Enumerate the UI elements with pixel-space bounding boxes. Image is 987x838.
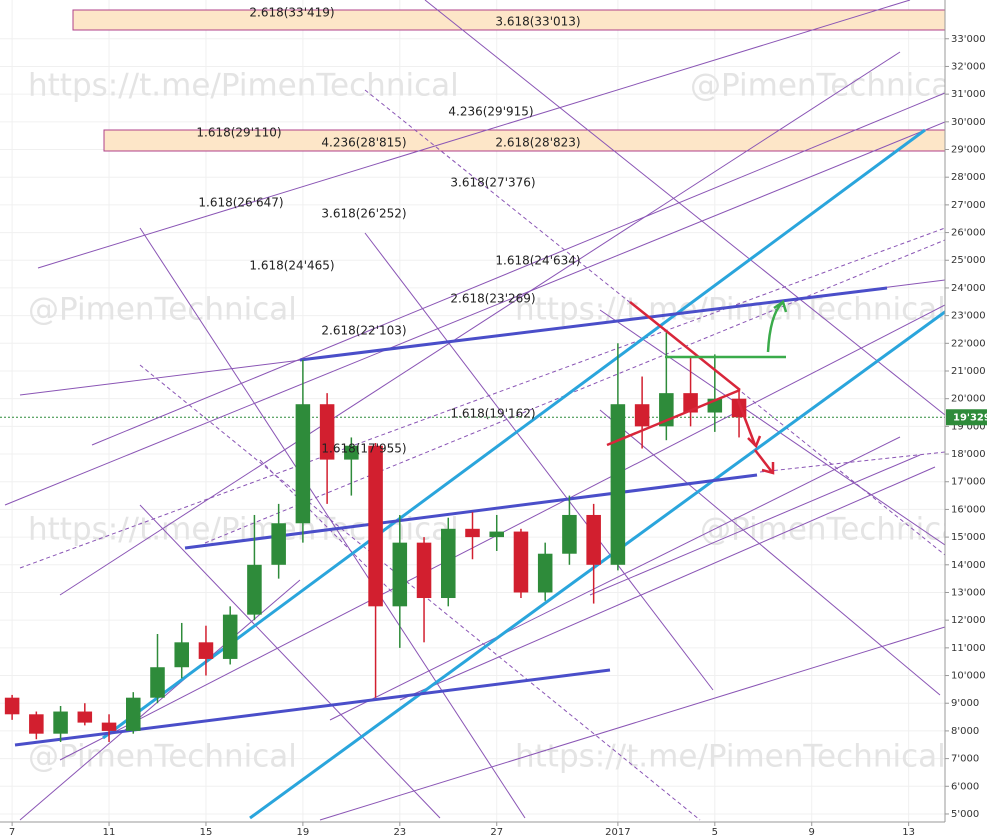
- x-tick-label: 27: [490, 827, 503, 838]
- y-tick-label: 30'000: [951, 117, 986, 128]
- y-tick-label: 29'000: [951, 145, 986, 156]
- time-axis: [0, 822, 987, 838]
- y-tick-label: 8'000: [951, 726, 979, 737]
- y-tick-label: 27'000: [951, 200, 986, 211]
- axes: 5'000 6'000 7'000 8'000 9'000 10'000 11'000 12'…: [9, 34, 987, 838]
- y-tick-label: 13'000: [951, 587, 986, 598]
- y-tick-label: 23'000: [951, 311, 986, 322]
- y-tick-label: 15'000: [951, 532, 986, 543]
- candle-body: [634, 404, 650, 427]
- candle-body: [392, 542, 408, 607]
- x-tick-label: 23: [393, 827, 406, 838]
- x-tick-label: 5: [712, 827, 718, 838]
- fib-label: 1.618(26'647): [198, 196, 283, 210]
- fib-label: 1.618(29'110): [196, 126, 281, 140]
- annotations: [606, 300, 788, 475]
- watermark: https://t.me/PimenTechnical: [515, 739, 946, 775]
- watermark: https://t.me/PimenTechnical: [28, 512, 459, 548]
- y-tick-label: 12'000: [951, 615, 986, 626]
- fib-label: 2.618(28'823): [495, 136, 580, 150]
- y-tick-label: 21'000: [951, 366, 986, 377]
- candle-body: [586, 514, 601, 565]
- candle-body: [489, 531, 504, 538]
- candles: [4, 332, 747, 742]
- candle-body: [53, 711, 68, 734]
- watermark: @PimenTechnical: [690, 68, 959, 104]
- candle-body: [368, 445, 383, 607]
- y-tick-label: 11'000: [951, 643, 986, 654]
- fib-zone: [103, 129, 945, 152]
- candle-body: [513, 531, 529, 593]
- candle-body: [4, 697, 20, 715]
- y-tick-label: 26'000: [951, 228, 986, 239]
- y-tick-label: 19'000: [951, 421, 986, 432]
- x-tick-label: 15: [200, 827, 213, 838]
- fib-label: 3.618(27'376): [450, 176, 535, 190]
- candle-body: [247, 564, 262, 615]
- x-tick-label: 11: [103, 827, 116, 838]
- fib-label: 1.618(24'634): [495, 254, 580, 268]
- y-tick-label: 9'000: [951, 698, 979, 709]
- fib-label: 2.618(23'269): [450, 292, 535, 306]
- y-tick-label: 22'000: [951, 338, 986, 349]
- last-price-box: [946, 409, 987, 426]
- candle-body: [416, 542, 432, 599]
- candle-body: [29, 714, 44, 734]
- candle-body: [344, 445, 359, 460]
- y-tick-label: 7'000: [951, 754, 979, 765]
- trend-lines: [4, 0, 945, 821]
- candle-body: [101, 722, 117, 731]
- y-tick-label: 31'000: [951, 89, 986, 100]
- watermark: https://t.me/PimenTechnical: [515, 292, 946, 328]
- candle-body: [174, 642, 189, 668]
- candle-body: [465, 528, 480, 538]
- fib-label: 4.236(29'915): [448, 105, 533, 119]
- last-price-label: 19'329: [953, 412, 987, 423]
- y-tick-label: 20'000: [951, 394, 986, 405]
- candle-body: [271, 523, 286, 565]
- y-tick-label: 16'000: [951, 504, 986, 515]
- x-tick-label: 7: [9, 827, 15, 838]
- candle-body: [441, 528, 456, 599]
- y-tick-label: 5'000: [951, 809, 979, 820]
- y-tick-label: 33'000: [951, 34, 986, 45]
- y-tick-label: 24'000: [951, 283, 986, 294]
- candle-body: [295, 404, 311, 524]
- fib-label: 1.618(17'955): [321, 442, 406, 456]
- candle-body: [222, 614, 238, 659]
- candle-body: [537, 553, 553, 593]
- y-tick-label: 17'000: [951, 477, 986, 488]
- y-tick-label: 28'000: [951, 172, 986, 183]
- y-tick-label: 6'000: [951, 781, 979, 792]
- drawings: https://t.me/PimenTechnical @PimenTechni…: [0, 0, 959, 822]
- candle-body: [126, 697, 141, 731]
- fib-label: 2.618(22'103): [321, 324, 406, 338]
- fib-label: 1.618(19'162): [450, 407, 535, 421]
- y-tick-label: 10'000: [951, 671, 986, 682]
- candle-body: [562, 514, 577, 554]
- x-tick-label: 2017: [605, 827, 630, 838]
- fib-label: 4.236(28'815): [321, 136, 406, 150]
- y-tick-label: 25'000: [951, 255, 986, 266]
- fib-label: 2.618(33'419): [249, 6, 334, 20]
- y-tick-label: 32'000: [951, 61, 986, 72]
- candle-body: [150, 667, 165, 698]
- fib-label: 3.618(26'252): [321, 207, 406, 221]
- candle-body: [198, 642, 214, 659]
- fib-zone: [72, 9, 945, 31]
- x-tick-label: 9: [809, 827, 815, 838]
- watermark: @PimenTechnical: [28, 292, 297, 328]
- x-tick-label: 19: [297, 827, 310, 838]
- watermark: https://t.me/PimenTechnical: [28, 68, 459, 104]
- candle-body: [610, 404, 626, 565]
- fib-label: 3.618(33'013): [495, 15, 580, 29]
- fib-label: 1.618(24'465): [249, 259, 334, 273]
- watermark: @PimenTechnical: [28, 739, 297, 775]
- candle-body: [77, 711, 93, 723]
- candle-body: [319, 404, 335, 460]
- y-tick-label: 18'000: [951, 449, 986, 460]
- x-tick-label: 13: [902, 827, 915, 838]
- y-tick-label: 14'000: [951, 560, 986, 571]
